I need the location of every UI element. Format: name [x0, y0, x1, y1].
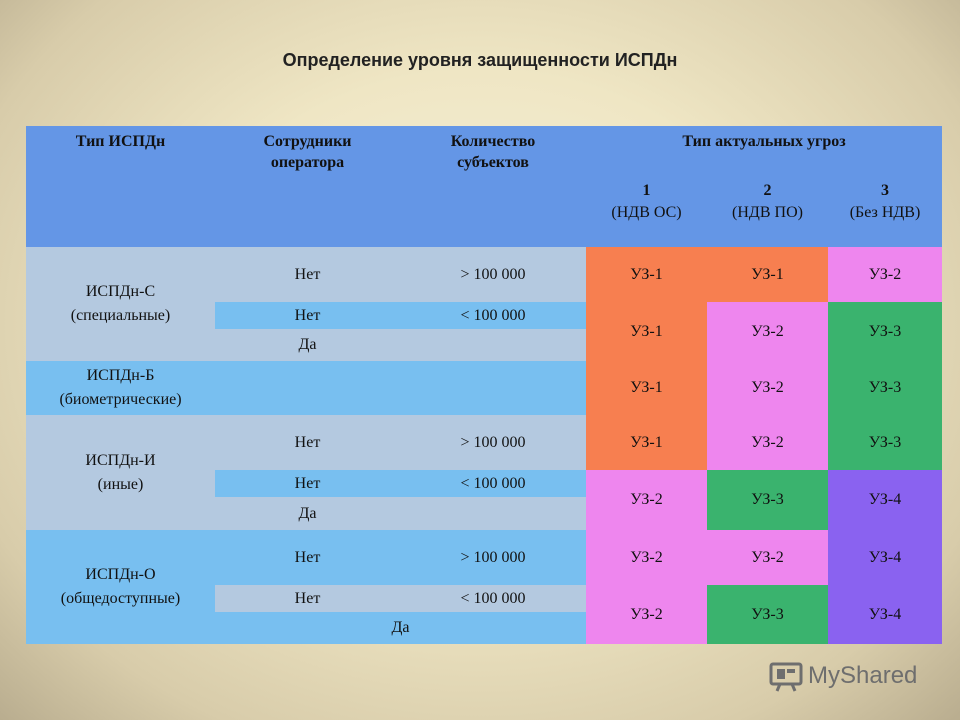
type-cell-o: ИСПДн-О (общедоступные)	[26, 530, 215, 644]
table-row: Нет < 100 000 УЗ-2 УЗ-3 УЗ-4	[26, 470, 943, 530]
table-row: ИСПДн-С (специальные) Нет > 100 000 УЗ-1 …	[26, 247, 943, 361]
count-cell	[400, 361, 586, 415]
table-row: ИСПДн-О (общедоступные) Нет > 100 000 УЗ-…	[26, 530, 943, 644]
type-cell-b: ИСПДн-Б (биометрические)	[26, 361, 215, 415]
threat-type-1: 1 (НДВ ОС)	[611, 182, 682, 221]
staff-cell: Нет	[215, 530, 400, 585]
slide-title: Определение уровня защищенности ИСПДн	[282, 50, 678, 70]
uz-cell: УЗ-1	[586, 361, 707, 415]
uz-cell: УЗ-1	[586, 247, 707, 302]
uz-cell: УЗ-3	[828, 302, 943, 361]
uz-cell: УЗ-2	[707, 302, 828, 361]
watermark-logo: MyShared	[768, 656, 917, 696]
table-row: Нет < 100 000 УЗ-1 УЗ-2 УЗ-3	[26, 302, 943, 361]
uz-cell: УЗ-3	[707, 470, 828, 530]
uz-cell: УЗ-1	[586, 415, 707, 470]
table-row: Нет < 100 000 УЗ-2 УЗ-3 УЗ-4	[26, 585, 943, 644]
uz-cell: УЗ-1	[586, 302, 707, 361]
uz-cell: УЗ-2	[707, 361, 828, 415]
uz-cell: УЗ-3	[828, 415, 943, 470]
table-header-row: Тип ИСПДн Сотрудники оператора Количеств…	[26, 126, 943, 176]
uz-cell: УЗ-2	[586, 470, 707, 530]
table-row: ИСПДн-Б (биометрические) УЗ-1 УЗ-2 УЗ-3	[26, 361, 943, 415]
staff-cell: Да	[215, 497, 400, 530]
uz-cell: УЗ-2	[586, 530, 707, 585]
staff-cell: Нет	[215, 415, 400, 470]
uz-cell: УЗ-1	[707, 247, 828, 302]
count-cell: > 100 000	[400, 530, 586, 585]
count-cell: < 100 000	[400, 585, 586, 612]
threat-type-3: 3 (Без НДВ)	[849, 182, 921, 221]
count-cell	[400, 497, 586, 530]
count-cell: < 100 000	[400, 470, 586, 497]
staff-cell: Нет	[215, 585, 400, 612]
col-header-count: Количество субъектов	[450, 133, 536, 171]
uz-cell: УЗ-4	[828, 530, 943, 585]
type-cell-i: ИСПДн-И (иные)	[26, 415, 215, 530]
security-level-table: Тип ИСПДн Сотрудники оператора Количеств…	[26, 126, 943, 644]
uz-cell: УЗ-2	[586, 585, 707, 644]
uz-cell: УЗ-2	[707, 415, 828, 470]
count-cell	[400, 329, 586, 361]
watermark-text: MyShared	[808, 662, 918, 689]
col-header-staff: Сотрудники оператора	[263, 133, 352, 171]
table-row: Да	[26, 612, 942, 644]
staff-cell: Нет	[215, 302, 400, 329]
uz-cell: УЗ-2	[707, 530, 828, 585]
staff-cell: Да	[215, 329, 400, 361]
uz-cell: УЗ-3	[828, 361, 943, 415]
staff-cell: Нет	[215, 247, 400, 302]
table-row: ИСПДн-И (иные) Нет > 100 000 УЗ-1 УЗ-2 УЗ…	[26, 415, 943, 530]
uz-cell: УЗ-3	[707, 585, 828, 644]
staff-cell: Да	[215, 612, 586, 644]
staff-cell: Нет	[215, 470, 400, 497]
uz-cell: УЗ-4	[828, 470, 943, 530]
uz-cell: УЗ-4	[828, 585, 943, 644]
presentation-icon	[769, 662, 803, 692]
type-cell-s: ИСПДн-С (специальные)	[26, 247, 215, 361]
col-header-type: Тип ИСПДн	[75, 133, 166, 150]
count-cell: > 100 000	[400, 247, 586, 302]
uz-cell: УЗ-2	[828, 247, 943, 302]
count-cell: > 100 000	[400, 415, 586, 470]
col-header-threats: Тип актуальных угроз	[682, 133, 846, 150]
table-row: Да	[26, 497, 942, 530]
threat-type-2: 2 (НДВ ПО)	[732, 182, 803, 221]
table-row: Да	[26, 329, 942, 361]
staff-cell	[215, 361, 400, 415]
count-cell: < 100 000	[400, 302, 586, 329]
